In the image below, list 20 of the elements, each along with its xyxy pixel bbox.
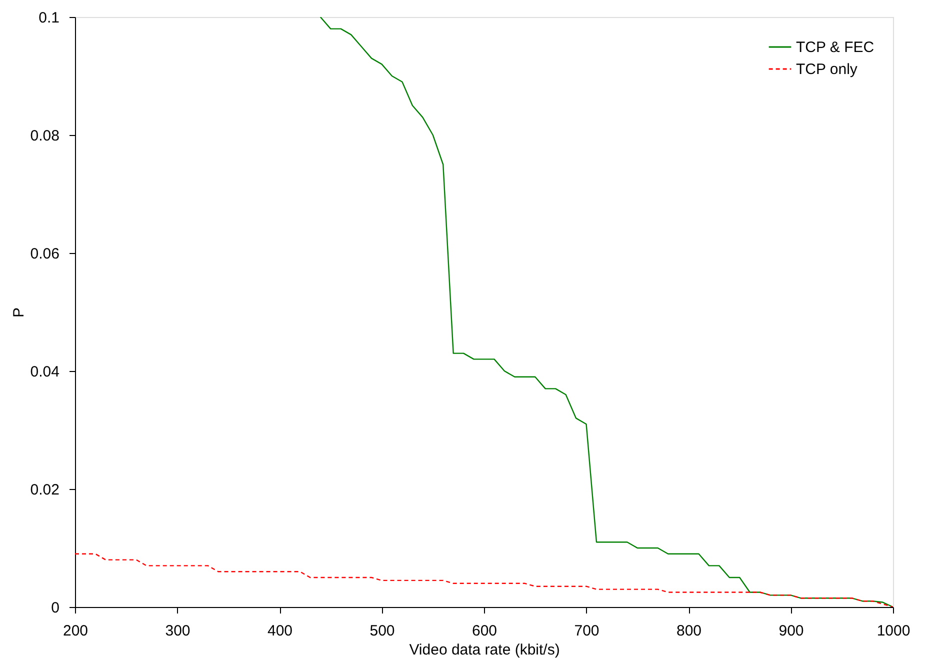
y-tick-label: 0.08: [30, 128, 60, 144]
legend-label: TCP & FEC: [796, 39, 874, 56]
y-tick-label: 0: [51, 600, 60, 616]
line-series: [320, 17, 893, 607]
x-tick-label: 600: [472, 622, 498, 640]
y-tick-label: 0.04: [30, 364, 60, 380]
x-tick-label: 500: [370, 622, 395, 640]
y-tick-label: 0.06: [30, 246, 60, 262]
x-tick-label: 300: [165, 622, 190, 640]
x-tick-label: 900: [778, 622, 804, 640]
y-axis-title: P: [10, 307, 28, 318]
x-tick-label: 200: [62, 622, 88, 640]
y-tick-label: 0.1: [38, 10, 60, 26]
x-tick-label: 700: [574, 622, 600, 640]
x-axis-title: Video data rate (kbit/s): [409, 642, 560, 658]
x-tick-label: 800: [676, 622, 702, 640]
x-tick-label: 1000: [876, 622, 910, 640]
legend-label: TCP only: [796, 61, 858, 78]
y-tick-label: 0.02: [30, 482, 60, 498]
x-tick-label: 400: [267, 622, 293, 640]
